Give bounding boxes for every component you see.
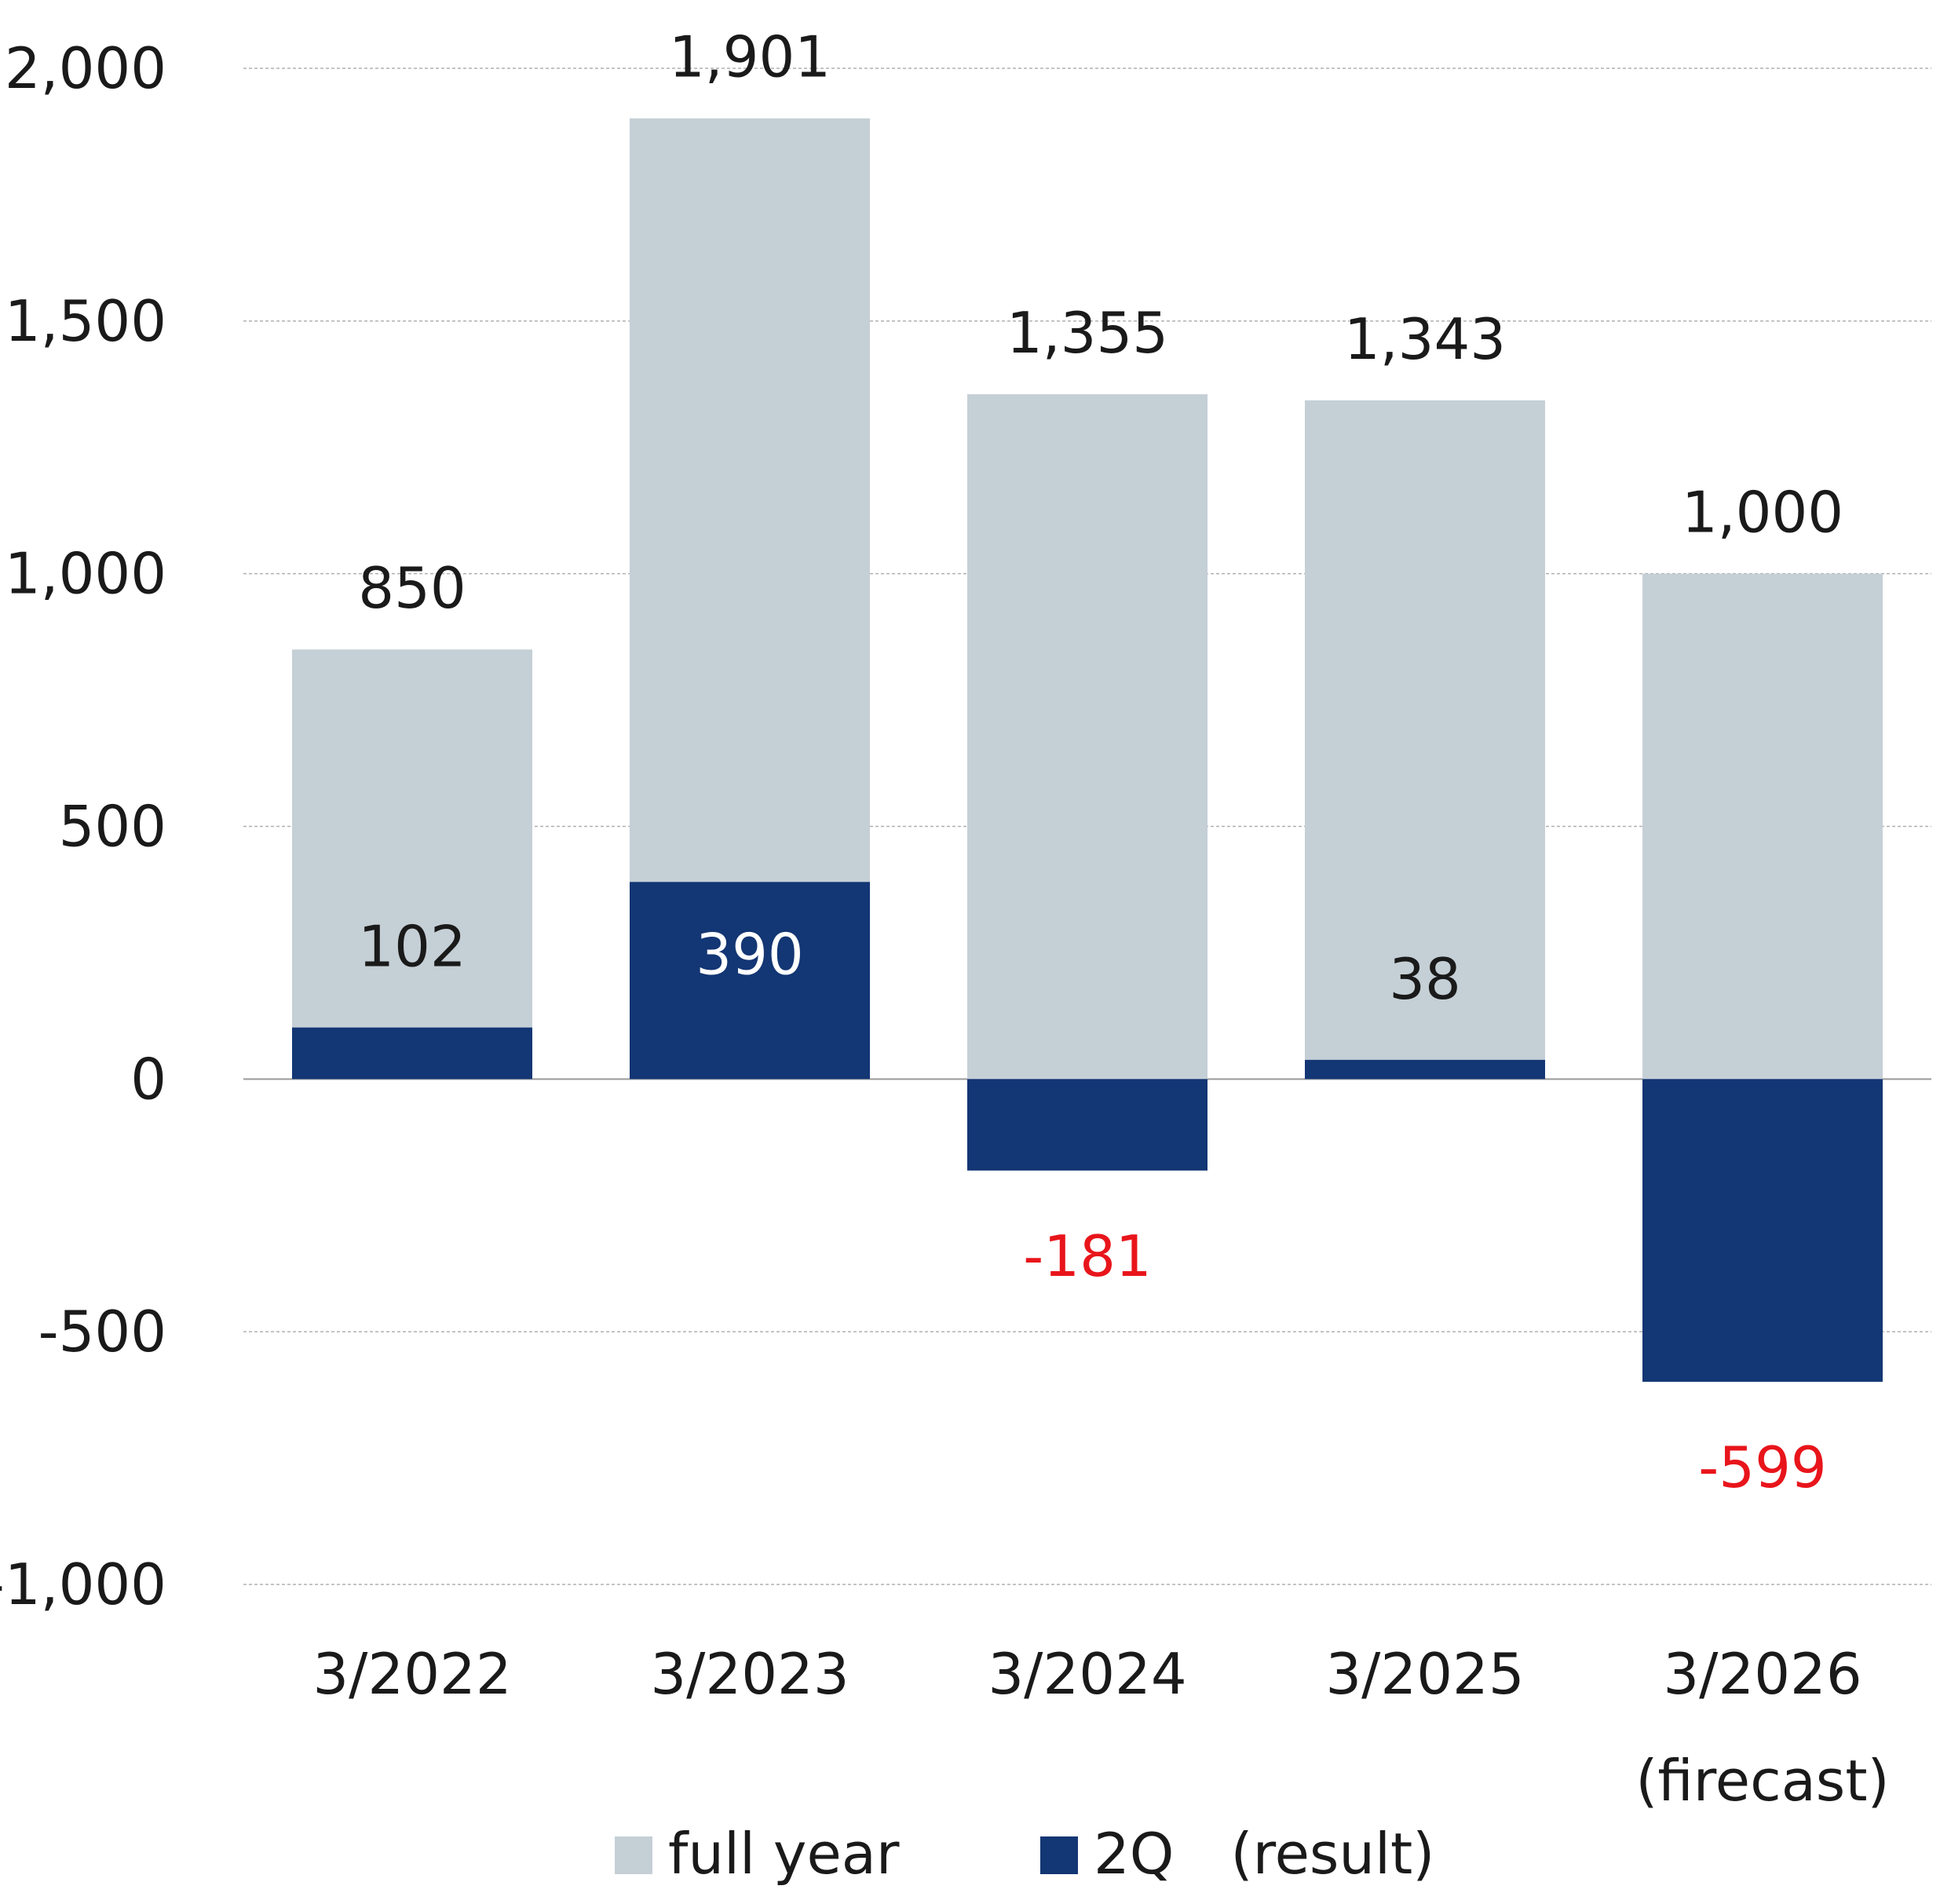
y-tick-label: 2,000 <box>5 35 166 101</box>
data-labels: 850 102 1,901 390 1,355 -181 1,343 38 1,000 -599 <box>358 24 1843 1500</box>
y-tick-label: -500 <box>38 1299 166 1365</box>
data-label-full-year: 1,901 <box>669 24 831 90</box>
bar-full-year <box>1305 400 1545 1080</box>
x-category-sublabel: (firecast) <box>1635 1748 1889 1814</box>
y-axis-ticks: 2,000 1,500 1,000 500 0 -500 -1,000 <box>0 35 166 1617</box>
bar-2q-result <box>1642 1079 1883 1382</box>
data-label-full-year: 1,000 <box>1682 480 1843 546</box>
x-category-label: 3/2025 <box>1325 1641 1524 1707</box>
bar-full-year <box>1642 573 1883 1080</box>
legend-swatch <box>1040 1836 1078 1874</box>
x-category-label: 3/2022 <box>312 1641 511 1707</box>
bar-full-year <box>292 649 532 1080</box>
legend-label: 2Q (result) <box>1094 1821 1434 1887</box>
bars <box>292 118 1883 1382</box>
legend-label: full year <box>668 1821 900 1887</box>
y-tick-label: 1,000 <box>5 541 166 607</box>
x-category-label: 3/2023 <box>650 1641 849 1707</box>
data-label-full-year: 1,343 <box>1344 306 1506 372</box>
y-tick-label: 1,500 <box>5 288 166 354</box>
bar-2q-result <box>1305 1059 1545 1080</box>
bar-2q-result <box>630 882 870 1080</box>
bar-2q-result <box>292 1027 532 1080</box>
x-axis-categories: 3/2022 3/2023 3/2024 3/2025 3/2026 (firecast) <box>312 1641 1889 1814</box>
bar-full-year <box>967 394 1207 1080</box>
y-tick-label: -1,000 <box>0 1551 166 1617</box>
legend-swatch <box>615 1836 652 1874</box>
x-category-label: 3/2024 <box>988 1641 1186 1707</box>
data-label-2q-result: 38 <box>1389 946 1461 1012</box>
x-category-label: 3/2026 <box>1663 1641 1861 1707</box>
data-label-full-year: 1,355 <box>1007 300 1168 366</box>
y-tick-label: 500 <box>59 794 166 860</box>
data-label-2q-result: -181 <box>1023 1223 1151 1289</box>
data-label-2q-result: 390 <box>696 921 803 987</box>
data-label-2q-result: 102 <box>358 914 466 980</box>
bar-2q-result <box>967 1079 1207 1171</box>
legend: full year 2Q (result) <box>615 1821 1434 1887</box>
data-label-2q-result: -599 <box>1698 1434 1826 1500</box>
y-tick-label: 0 <box>130 1046 166 1112</box>
data-label-full-year: 850 <box>358 555 466 621</box>
